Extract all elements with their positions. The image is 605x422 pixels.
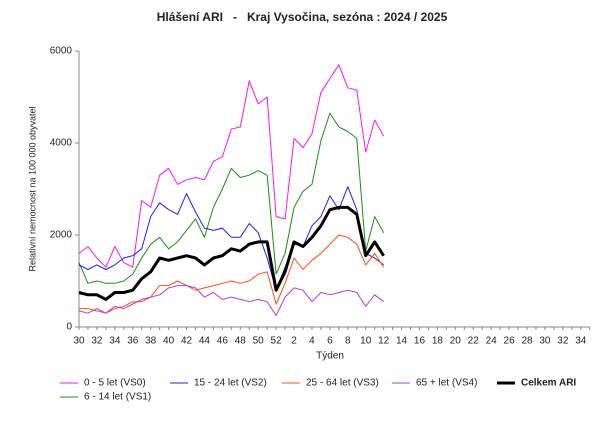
x-tick-label: 48 bbox=[235, 336, 247, 347]
series-line bbox=[78, 186, 384, 291]
series-line bbox=[78, 205, 385, 301]
legend-label: 0 - 5 let (VS0) bbox=[84, 378, 146, 389]
x-tick-label: 40 bbox=[163, 336, 175, 347]
x-tick-label: 32 bbox=[557, 336, 569, 347]
x-tick-label: 16 bbox=[414, 336, 426, 347]
x-tick-label: 38 bbox=[145, 336, 157, 347]
series-line bbox=[78, 112, 385, 284]
x-tick-label: 12 bbox=[378, 336, 390, 347]
y-tick-label: 2000 bbox=[50, 230, 73, 241]
y-tick-label: 0 bbox=[66, 322, 72, 333]
y-tick-label: 6000 bbox=[50, 46, 73, 57]
x-tick-label: 4 bbox=[309, 336, 315, 347]
x-tick-label: 44 bbox=[199, 336, 211, 347]
series-line bbox=[78, 285, 384, 316]
x-tick-label: 28 bbox=[521, 336, 533, 347]
legend-label: Celkem ARI bbox=[521, 378, 576, 389]
x-tick-label: 6 bbox=[327, 336, 333, 347]
x-tick-label: 32 bbox=[91, 336, 103, 347]
series-line bbox=[79, 234, 385, 314]
x-tick-label: 50 bbox=[253, 336, 265, 347]
legend-label: 15 - 24 let (VS2) bbox=[194, 378, 267, 389]
x-axis-label: Týden bbox=[316, 351, 344, 362]
x-tick-label: 30 bbox=[73, 336, 85, 347]
y-tick-label: 4000 bbox=[50, 138, 73, 149]
legend-label: 6 - 14 let (VS1) bbox=[84, 392, 151, 403]
x-tick-label: 46 bbox=[217, 336, 229, 347]
chart-title: Hlášení ARI - Kraj Vysočina, sezóna : 20… bbox=[157, 10, 448, 24]
legend-label: 25 - 64 let (VS3) bbox=[306, 378, 379, 389]
x-tick-label: 42 bbox=[181, 336, 193, 347]
x-tick-label: 20 bbox=[450, 336, 462, 347]
x-tick-label: 18 bbox=[432, 336, 444, 347]
x-tick-label: 14 bbox=[396, 336, 408, 347]
x-tick-label: 24 bbox=[486, 336, 498, 347]
series-line bbox=[78, 64, 385, 268]
legend-label: 65 + let (VS4) bbox=[416, 378, 477, 389]
y-axis-label: Relativní nemocnost na 100 000 obyvatel bbox=[27, 106, 37, 271]
x-tick-label: 22 bbox=[468, 336, 480, 347]
x-tick-label: 52 bbox=[271, 336, 283, 347]
x-tick-label: 36 bbox=[127, 336, 139, 347]
x-tick-label: 30 bbox=[539, 336, 551, 347]
x-tick-label: 8 bbox=[345, 336, 351, 347]
x-tick-label: 26 bbox=[504, 336, 516, 347]
x-tick-label: 34 bbox=[109, 336, 121, 347]
x-tick-label: 34 bbox=[575, 336, 587, 347]
x-tick-label: 2 bbox=[291, 336, 297, 347]
x-tick-label: 10 bbox=[360, 336, 372, 347]
